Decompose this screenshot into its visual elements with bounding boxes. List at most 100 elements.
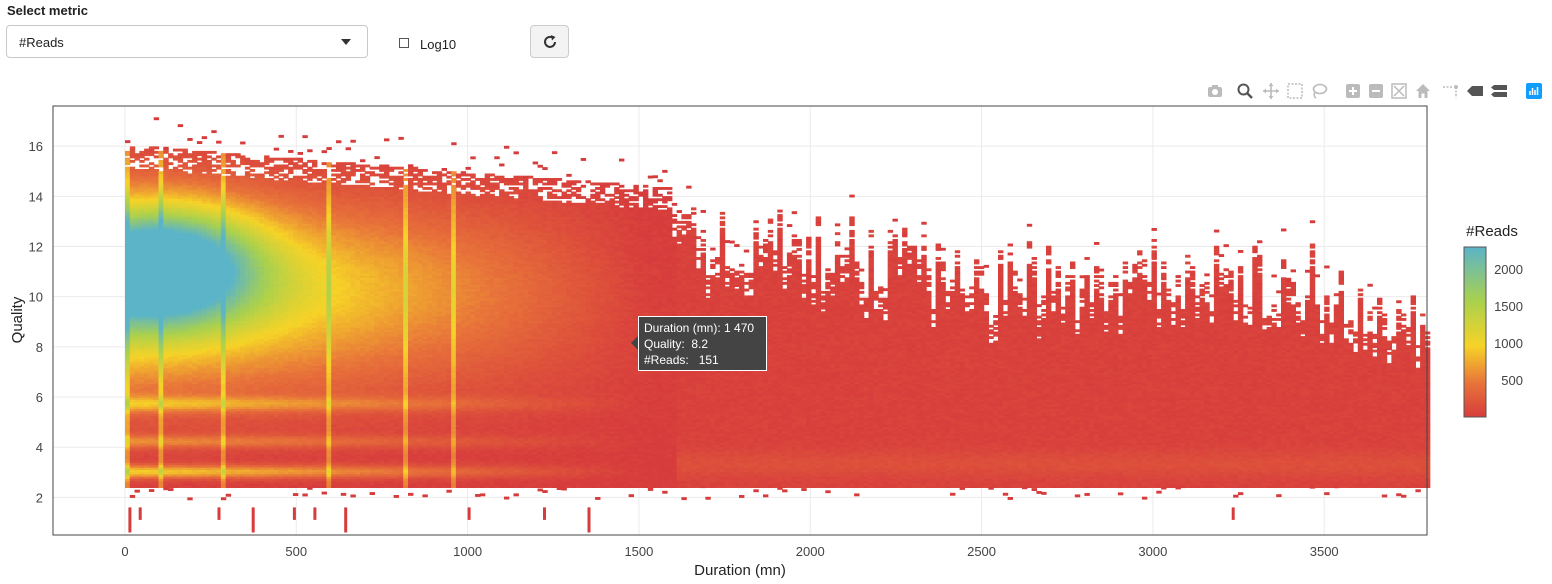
- heatmap-cell: [154, 146, 159, 149]
- heatmap-cell: [231, 171, 236, 174]
- heatmap-cell: [221, 497, 226, 500]
- heatmap-cell: [250, 169, 255, 172]
- heatmap-cell: [274, 148, 279, 151]
- heatmap-cell: [279, 174, 284, 177]
- heatmap-cell: [154, 155, 159, 158]
- heatmap-cell: [144, 149, 149, 152]
- heatmap-cell: [269, 178, 274, 181]
- heatmap-cell: [259, 174, 264, 177]
- heatmap-cell: [135, 169, 140, 172]
- heatmap-cell: [264, 178, 269, 181]
- heatmap-cell: [178, 153, 183, 156]
- heatmap-cell: [245, 158, 250, 161]
- heatmap-cell: [283, 158, 288, 161]
- heatmap-cell: [250, 160, 255, 163]
- heatmap-cell: [163, 147, 168, 150]
- heatmap-cell: [197, 158, 202, 161]
- heatmap-cell: [187, 138, 192, 141]
- heatmap-cell: [173, 155, 178, 158]
- heatmap-cell: [130, 167, 135, 170]
- heatmap-cell: [211, 169, 216, 172]
- heatmap-cell: [125, 167, 130, 170]
- heatmap-cell: [216, 174, 221, 177]
- heatmap-cell: [159, 151, 164, 154]
- heatmap-cell: [154, 117, 159, 120]
- heatmap-cell: [139, 160, 144, 163]
- heatmap-cell: [235, 153, 240, 156]
- heatmap-cell: [245, 167, 250, 170]
- heatmap-cell: [125, 151, 130, 154]
- heatmap-cell: [216, 160, 221, 163]
- heatmap-cell: [159, 160, 164, 163]
- heatmap-cell: [226, 153, 231, 156]
- heatmap-cell: [159, 171, 164, 174]
- heatmap-cell: [187, 167, 192, 170]
- heatmap-cell: [274, 180, 279, 183]
- heatmap-cell: [154, 151, 159, 154]
- heatmap-cell: [144, 169, 149, 172]
- heatmap-cell: [264, 155, 269, 158]
- heatmap-cell: [183, 171, 188, 174]
- heatmap-cell: [187, 160, 192, 163]
- heatmap-cell: [168, 153, 173, 156]
- heatmap-cell: [211, 158, 216, 161]
- heatmap-cell: [221, 176, 226, 179]
- heatmap-cell: [216, 155, 221, 158]
- heatmap-cell: [168, 488, 173, 491]
- heatmap-cell: [245, 171, 250, 174]
- heatmap-cell: [149, 162, 154, 165]
- heatmap-cell: [149, 489, 154, 492]
- heatmap-cell: [173, 149, 178, 152]
- heatmap-cell: [240, 142, 245, 145]
- heatmap-cell: [178, 149, 183, 152]
- heatmap-cell: [279, 178, 284, 181]
- heatmap-cell: [283, 165, 288, 168]
- heatmap-cell: [283, 180, 288, 183]
- heatmap-cell: [226, 176, 231, 179]
- heatmap-cells: [125, 117, 1430, 532]
- heatmap-cell: [216, 165, 221, 168]
- heatmap-cell: [240, 155, 245, 158]
- heatmap-cell: [125, 140, 130, 143]
- heatmap-cell: [250, 178, 255, 181]
- heatmap-cell: [211, 165, 216, 168]
- heatmap-cell: [187, 497, 192, 500]
- heatmap-cell: [125, 158, 130, 161]
- heatmap-cell: [255, 174, 260, 177]
- heatmap-cell: [154, 169, 159, 172]
- heatmap-cell: [202, 136, 207, 139]
- heatmap-cell: [216, 141, 221, 144]
- heatmap-cell: [221, 169, 226, 172]
- heatmap-cell: [168, 169, 173, 172]
- heatmap-cell: [144, 158, 149, 161]
- heatmap-cell: [250, 174, 255, 177]
- heatmap-cell: [264, 171, 269, 174]
- heatmap-cell: [207, 160, 212, 163]
- heatmap-cell: [144, 165, 149, 168]
- heatmap-cell: [192, 165, 197, 168]
- heatmap-cell: [149, 167, 154, 170]
- heatmap-cell: [135, 490, 140, 493]
- heatmap-cell: [235, 165, 240, 168]
- heatmap-cell: [187, 174, 192, 177]
- heatmap-cell: [226, 494, 231, 497]
- heatmap-cell: [279, 165, 284, 168]
- heatmap-cell: [173, 167, 178, 170]
- heatmap-cell: [178, 169, 183, 172]
- heatmap-cell: [274, 158, 279, 161]
- heatmap-cell: [197, 162, 202, 165]
- heatmap-cell: [178, 165, 183, 168]
- heatmap-cell: [211, 130, 216, 133]
- heatmap-cell: [269, 158, 274, 161]
- heatmap-cell: [139, 165, 144, 168]
- heatmap-cell: [240, 176, 245, 179]
- heatmap-cell: [192, 151, 197, 154]
- heatmap-cell: [130, 160, 135, 163]
- heatmap-cell: [130, 146, 135, 149]
- heatmap-cell: [259, 162, 264, 165]
- heatmap-cell: [235, 176, 240, 179]
- heatmap-cell: [226, 169, 231, 172]
- heatmap-cell: [264, 167, 269, 170]
- heatmap-cell: [231, 153, 236, 156]
